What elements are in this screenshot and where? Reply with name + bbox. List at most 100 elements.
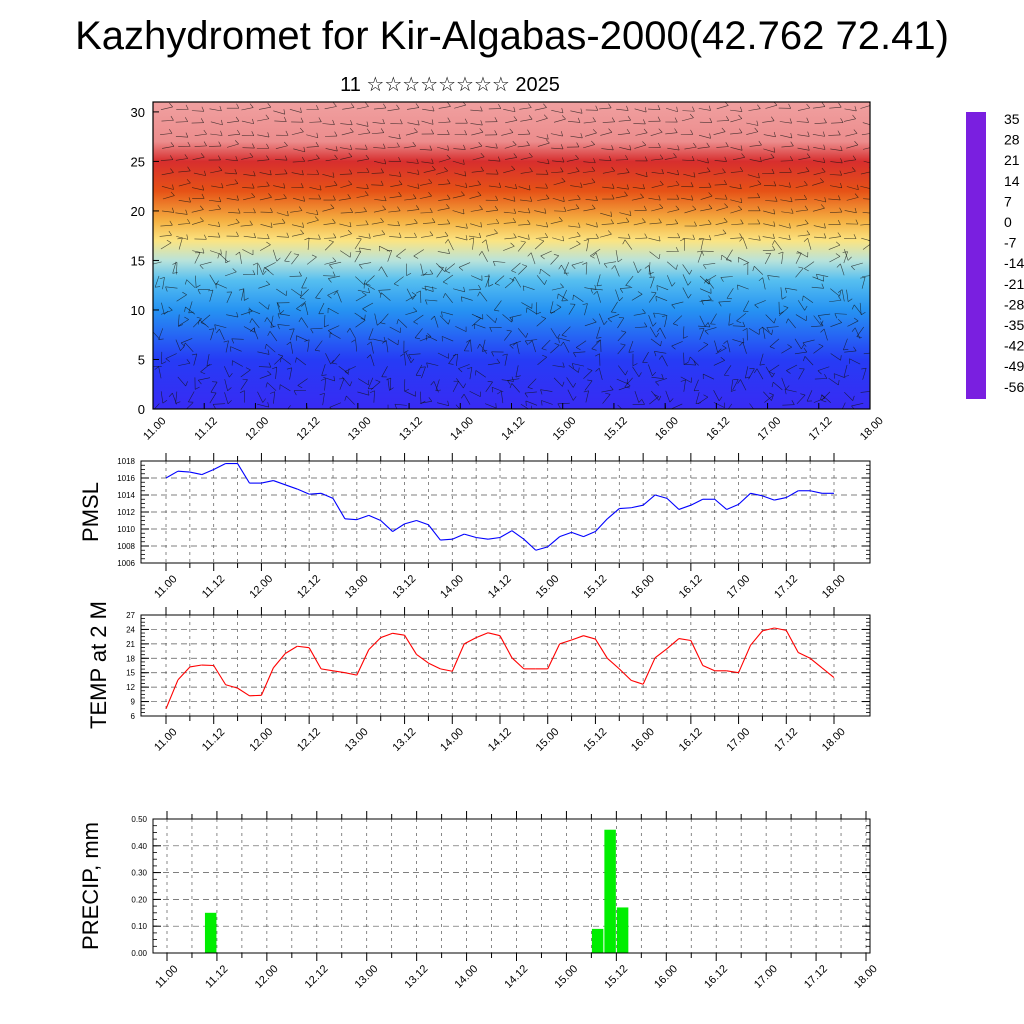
line-segment [272,653,286,669]
wind-barb-flag [640,193,644,198]
wind-barb-flag [789,118,792,124]
wind-barb-flag [350,120,353,125]
wind-barb [372,121,385,125]
wind-barb [340,123,353,126]
wind-barb [387,378,390,391]
wind-barb [329,402,341,408]
wind-barb [407,185,420,189]
wind-barb-flag [804,268,809,272]
colorbar-label: 14 [1004,173,1020,189]
wind-barb [844,350,857,353]
wind-barb-flag [675,205,680,210]
wind-barb [160,133,173,135]
wind-barb-flag [218,141,222,147]
wind-barb-flag [771,372,776,378]
wind-barb [471,317,482,327]
wind-barb [259,374,272,379]
line-segment [750,630,763,646]
wind-barb [844,391,853,401]
wind-barb [765,366,773,378]
wind-barb [655,378,668,383]
wind-barb-flag [641,399,645,405]
wind-barb-flag [693,172,696,178]
wind-barb [226,314,239,318]
wind-barb [359,247,372,251]
wind-barb [740,379,747,391]
wind-barb [504,279,515,289]
wind-barb-flag [200,118,204,123]
wind-barb [714,340,718,353]
wind-barb-flag [170,142,175,147]
wind-barb-flag [396,104,400,110]
wind-barb [743,300,750,312]
x-tick-label: 13.12 [390,573,418,601]
wind-barb-flag [648,272,654,275]
wind-barb [426,335,438,341]
wind-barb [671,341,683,347]
wind-barb-flag [278,354,284,357]
wind-barb [191,110,204,112]
wind-barb-flag [770,153,775,158]
wind-barb [373,147,386,149]
wind-barb-flag [790,141,794,147]
wind-barb-flag [679,238,685,242]
wind-barb [616,378,628,385]
wind-barb [273,222,286,225]
wind-barb-flag [513,116,518,121]
wind-barb [537,198,550,201]
wind-barb-flag [560,341,564,347]
wind-barb-flag [398,232,402,238]
wind-barb-flag [689,113,694,118]
wind-barb [297,378,308,386]
wind-barb [634,144,646,149]
wind-barb-flag [494,309,500,312]
wind-barb [667,209,680,213]
wind-barb [535,224,548,228]
wind-barb-flag [339,378,345,380]
wind-barb-flag [759,156,762,162]
wind-barb [607,314,620,319]
wind-barb-flag [692,205,697,210]
wind-barb-flag [754,304,759,309]
wind-barb [422,108,435,112]
wind-barb [420,273,433,276]
wind-barb [802,339,815,344]
wind-barb [696,159,709,164]
wind-barb-flag [689,269,693,275]
wind-barb [649,251,660,260]
wind-barb [779,121,792,124]
wind-barb [847,320,859,327]
wind-barb [390,184,403,188]
wind-barb [404,353,406,366]
wind-barb-flag [382,118,385,124]
wind-barb [365,275,375,284]
wind-barb-flag [238,288,244,291]
wind-barb-flag [266,181,270,187]
wind-barb-flag [416,158,419,164]
wind-barb-flag [511,165,516,170]
wind-barb-flag [253,171,256,177]
wind-barb-flag [545,169,549,175]
x-tick-label: 17.12 [772,726,800,754]
wind-barb-flag [200,371,206,375]
line-segment [165,470,179,479]
wind-barb-flag [854,141,859,146]
wind-barb-flag [316,132,319,138]
colorbar-label: -28 [1004,296,1024,312]
wind-barb-flag [708,105,711,111]
wind-barb-flag [315,142,319,147]
wind-barb [421,161,434,164]
wind-barb-flag [463,383,466,389]
wind-barb [509,314,522,318]
wind-barb-flag [583,239,589,242]
wind-barb-flag [575,167,580,172]
wind-barb-flag [544,232,549,238]
wind-barb-flag [675,264,678,270]
wind-barb [194,133,207,137]
wind-barb [540,268,551,277]
wind-barb [665,107,678,113]
wind-barb [231,338,244,340]
wind-barb-flag [852,155,857,160]
colorbar-label: -56 [1004,379,1024,395]
wind-barb-flag [671,282,676,287]
